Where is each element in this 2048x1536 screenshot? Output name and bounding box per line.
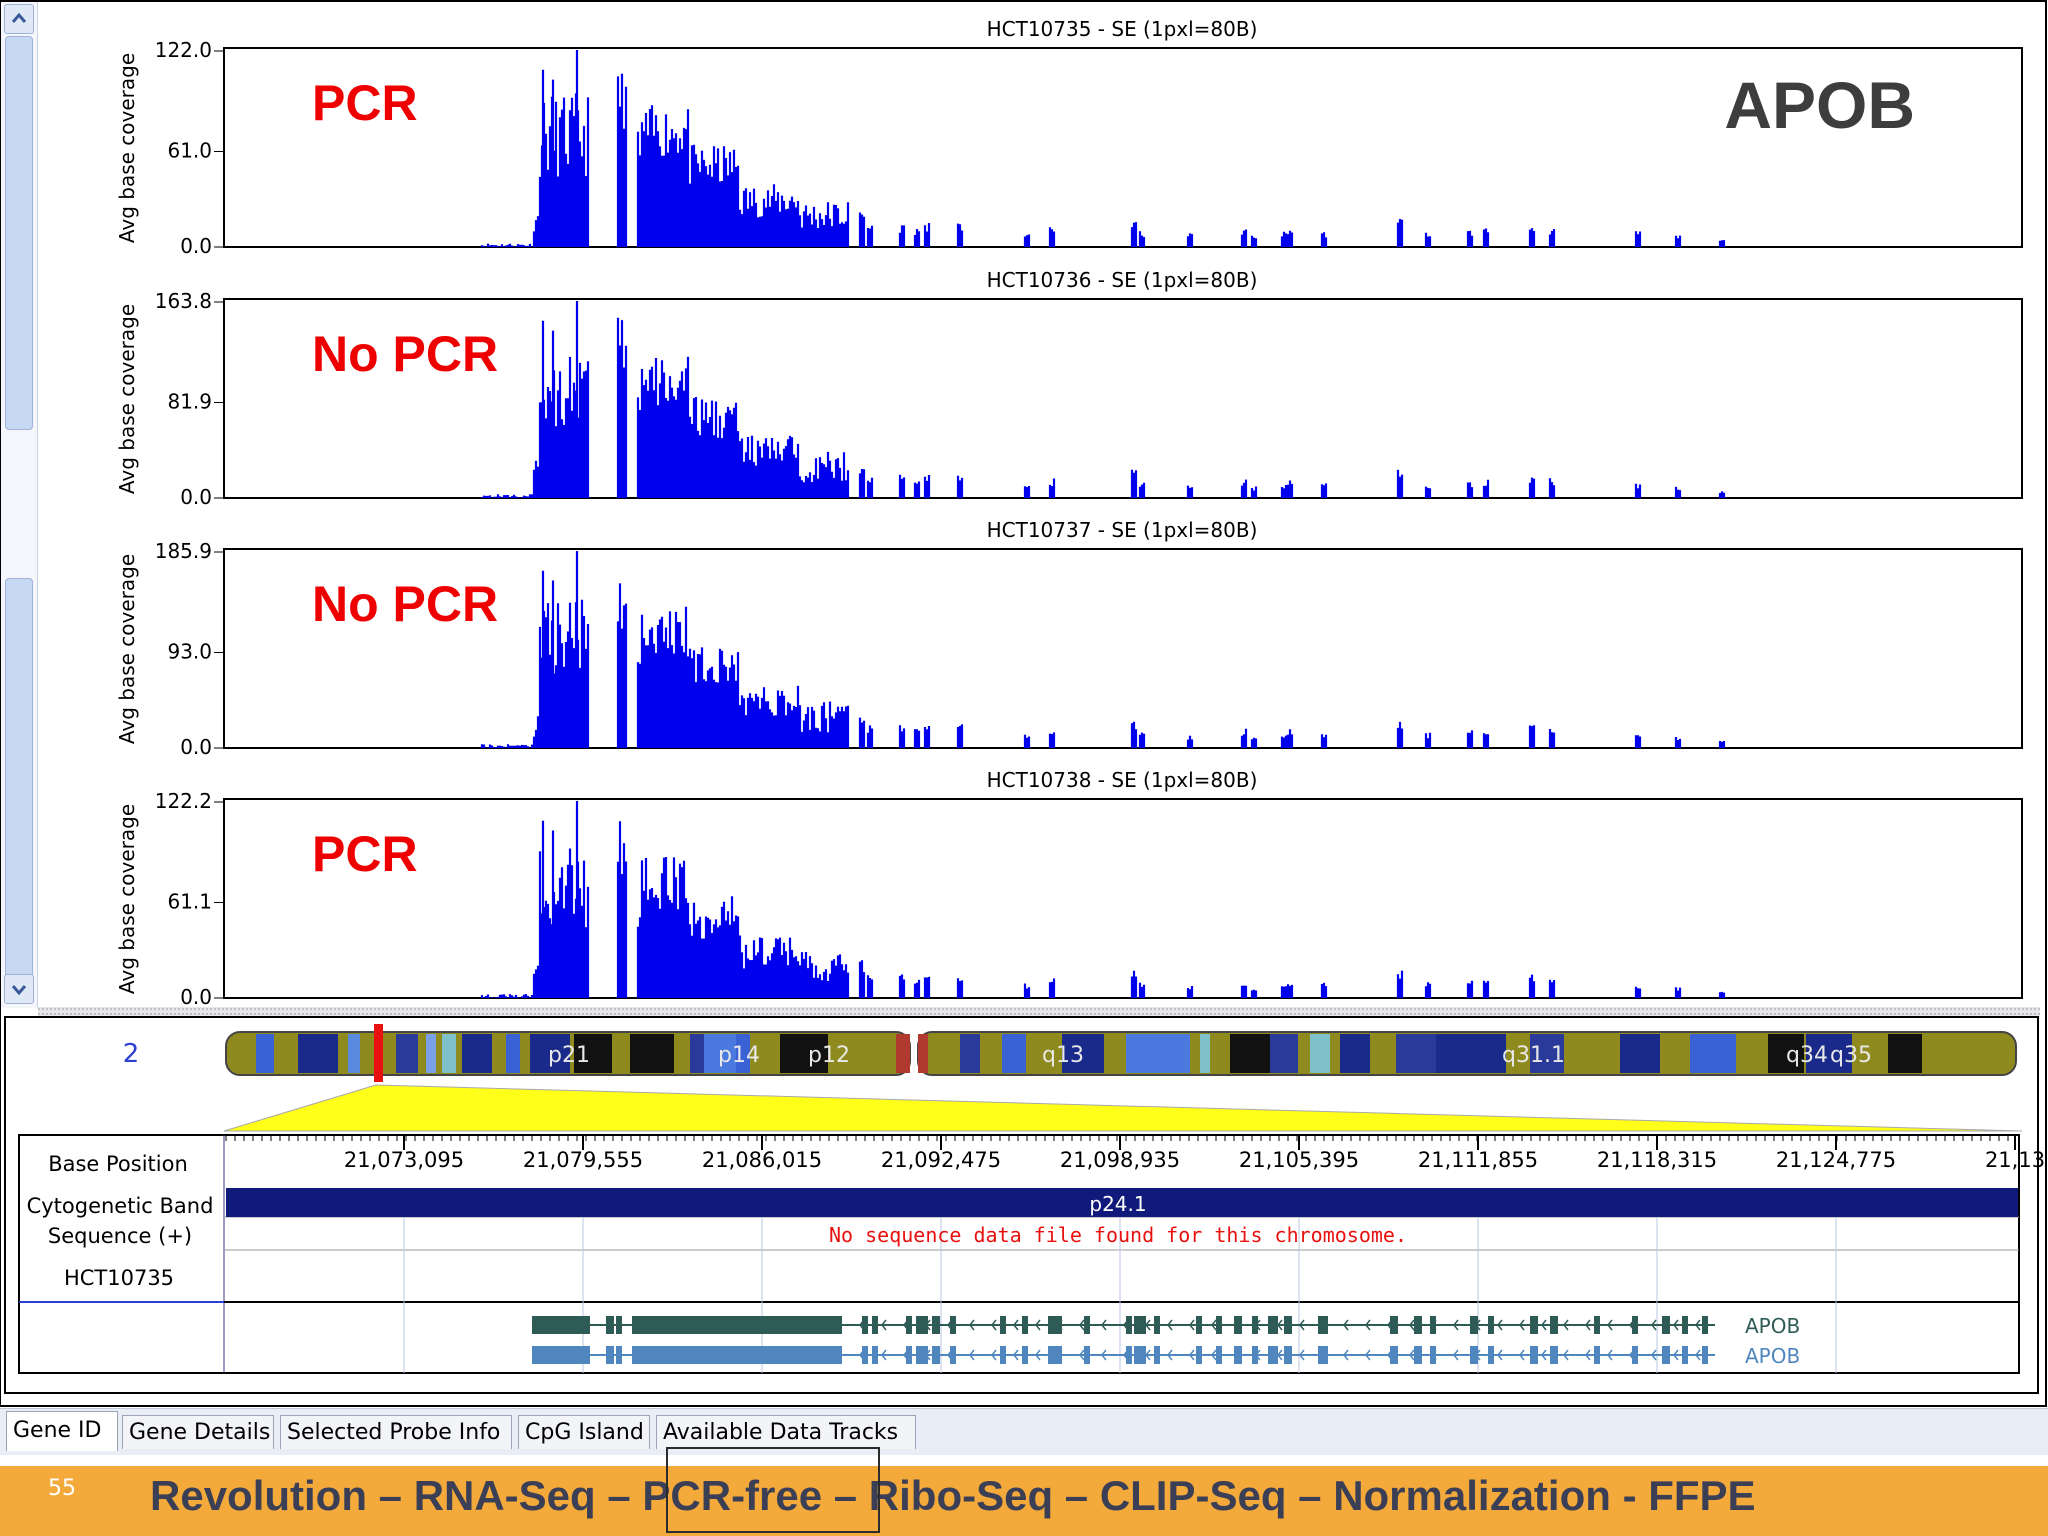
y-tick-label: 122.2 [155,789,212,813]
plot-area [223,47,2023,248]
panel-title: HCT10735 - SE (1pxl=80B) [987,17,1258,41]
y-axis-label: Avg base coverage [115,304,139,494]
coverage-bars [480,50,1726,247]
y-tick-label: 122.0 [155,38,212,62]
y-tick-label: 93.0 [167,640,212,664]
sequence-message: No sequence data file found for this chr… [829,1223,1407,1247]
gene-name-label: APOB [1724,68,1915,142]
browser-canvas: HCT10735 - SE (1pxl=80B) Avg base coverag… [0,0,2047,1407]
y-tick-label: 0.0 [180,735,212,759]
scroll-thumb-upper[interactable] [5,36,33,430]
track-label-sequence: Sequence (+) [48,1224,192,1248]
panel-title: HCT10737 - SE (1pxl=80B) [987,518,1258,542]
vertical-scrollbar[interactable] [0,0,38,1008]
track-label-sample: HCT10735 [64,1266,174,1290]
band-label: p14 [718,1043,760,1068]
base-position-tick: 21,098,935 [1060,1148,1180,1172]
base-position-ruler: 21,073,095 21,079,555 21,086,015 21,092,475… [225,1135,2045,1373]
track-table [18,1134,2020,1374]
y-tick-label: 0.0 [180,985,212,1009]
track-label-cytogenetic-band: Cytogenetic Band [27,1194,214,1218]
y-axis-label: Avg base coverage [115,53,139,243]
y-axis-label: Avg base coverage [115,804,139,994]
coverage-panel[interactable]: HCT10736 - SE (1pxl=80B) Avg base coverag… [115,268,2023,509]
cytoband-bar[interactable] [226,1188,2018,1217]
gene-transcript[interactable]: APOB [532,1344,1800,1368]
base-position-tick: 21,086,015 [702,1148,822,1172]
y-tick-label: 163.8 [155,289,212,313]
y-tick-label: 81.9 [167,390,212,414]
sample-condition-label: No PCR [312,326,498,382]
chevron-down-icon [11,985,27,996]
scroll-thumb-lower[interactable] [5,578,33,998]
plot-area [223,798,2023,999]
tab-gene-id[interactable]: Gene ID [6,1411,118,1451]
coverage-panel[interactable]: HCT10738 - SE (1pxl=80B) Avg base coverag… [115,768,2023,1009]
y-axis-label: Avg base coverage [115,554,139,744]
slide-number: 55 [48,1476,76,1501]
base-position-tick: 21,13 [1985,1148,2045,1172]
region-marker[interactable] [374,1024,383,1082]
tab-bar: Gene ID Gene Details Selected Probe Info… [0,1408,2048,1455]
coverage-bars [480,301,1726,498]
highlight-box [666,1447,880,1533]
sample-condition-label: PCR [312,75,418,131]
base-position-tick: 21,092,475 [881,1148,1001,1172]
chevron-up-icon [11,12,27,23]
plot-area [223,298,2023,499]
sample-condition-label: No PCR [312,576,498,632]
base-position-tick: 21,105,395 [1239,1148,1359,1172]
band-label: p21 [548,1043,590,1068]
coverage-panel[interactable]: HCT10737 - SE (1pxl=80B) Avg base coverag… [115,518,2023,759]
coverage-panel[interactable]: HCT10735 - SE (1pxl=80B) Avg base coverag… [115,17,2023,258]
y-tick-label: 61.0 [167,139,212,163]
coverage-panels: HCT10735 - SE (1pxl=80B) Avg base coverag… [115,17,2023,1009]
coverage-bars [480,551,1726,748]
gene-transcript[interactable]: APOB [532,1314,1800,1338]
y-tick-label: 0.0 [180,234,212,258]
tab-available-data-tracks[interactable]: Available Data Tracks [656,1415,916,1449]
panel-title: HCT10738 - SE (1pxl=80B) [987,768,1258,792]
gene-tracks: APOB APOB [532,1314,1800,1368]
gene-label: APOB [1745,1314,1800,1338]
gene-label: APOB [1745,1344,1800,1368]
band-label: q35 [1830,1043,1872,1068]
band-label: p12 [808,1043,850,1068]
base-position-tick: 21,079,555 [523,1148,643,1172]
cytoband-label: p24.1 [1089,1192,1146,1216]
slide-footer: 55 Revolution – RNA-Seq – PCR-free – Rib… [0,1466,2048,1536]
coverage-bars [480,801,1726,998]
sample-condition-label: PCR [312,826,418,882]
base-position-tick: 21,111,855 [1418,1148,1538,1172]
base-position-tick: 21,124,775 [1776,1148,1896,1172]
chromosome-ideogram[interactable]: p21 p14 p12 q13 q31.1 q34 q35 [225,1031,2017,1076]
y-tick-label: 185.9 [155,539,212,563]
base-position-tick: 21,118,315 [1597,1148,1717,1172]
tab-selected-probe-info[interactable]: Selected Probe Info [280,1415,512,1449]
tab-cpg-island[interactable]: CpG Island [518,1415,650,1449]
y-tick-label: 0.0 [180,485,212,509]
slide-caption: Revolution – RNA-Seq – PCR-free – Ribo-S… [150,1472,1756,1519]
plot-area [223,548,2023,749]
window-frame [0,0,2047,1407]
y-tick-label: 61.1 [167,890,212,914]
panel-splitter[interactable] [38,1007,2040,1017]
panel-title: HCT10736 - SE (1pxl=80B) [987,268,1258,292]
chromosome-number: 2 [123,1039,140,1069]
tab-gene-details[interactable]: Gene Details [122,1415,274,1449]
track-label-base-position: Base Position [48,1152,188,1176]
scroll-up-button[interactable] [4,4,34,34]
base-position-tick: 21,073,095 [344,1148,464,1172]
band-label: q31.1 [1502,1043,1565,1068]
zoom-wedge [223,1084,2023,1132]
band-label: q34 [1786,1043,1828,1068]
band-label: q13 [1042,1043,1084,1068]
scroll-down-button[interactable] [4,974,34,1004]
